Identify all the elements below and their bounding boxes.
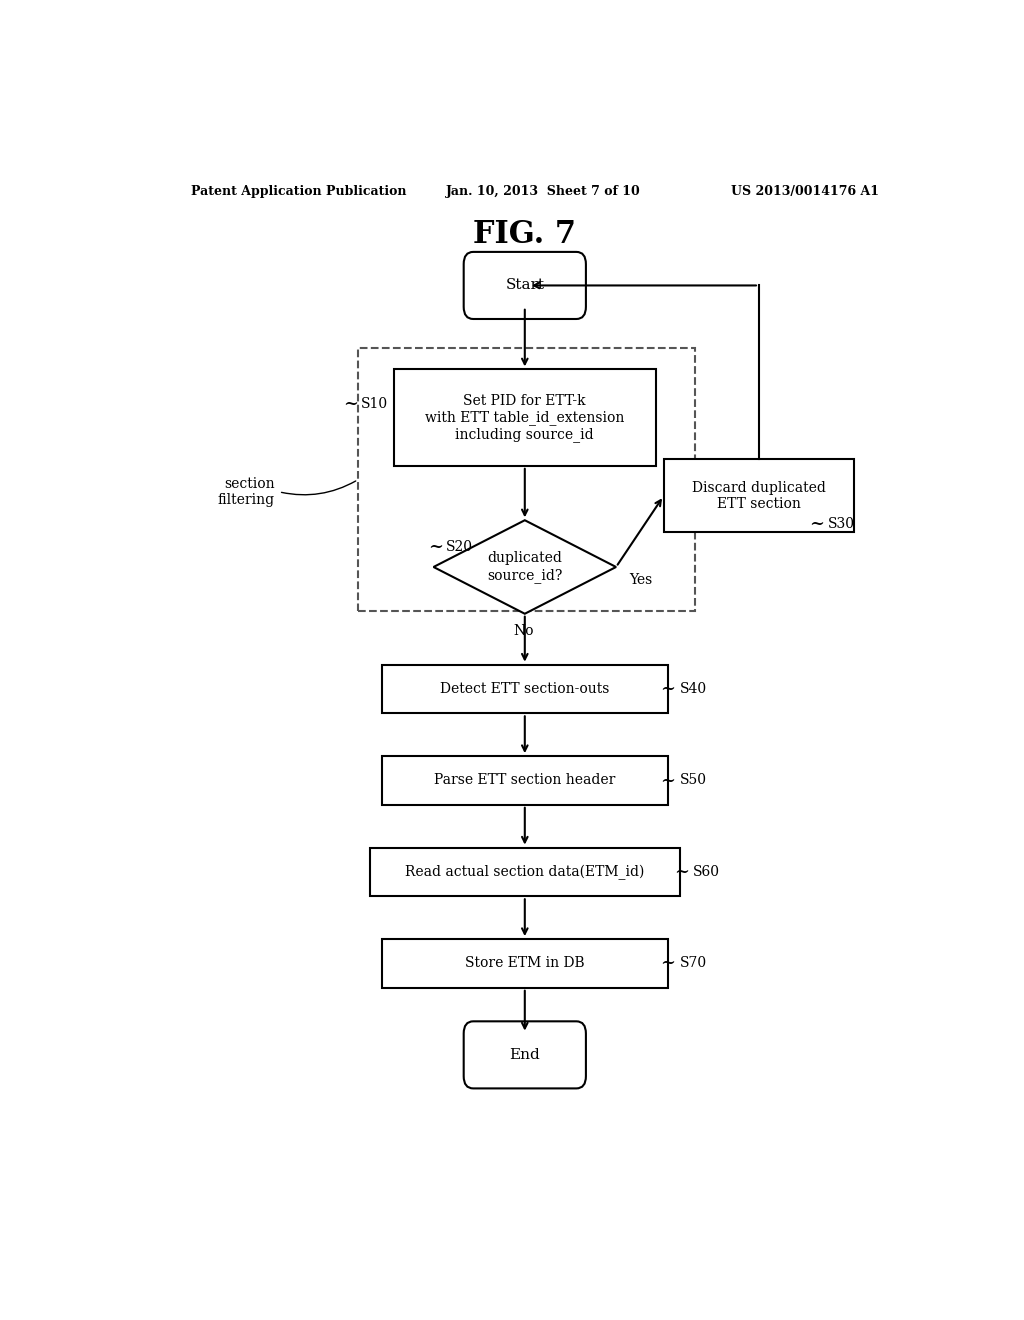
Text: End: End [509,1048,541,1061]
Text: Store ETM in DB: Store ETM in DB [465,957,585,970]
Bar [382,664,668,713]
Text: Set PID for ETT-k
with ETT table_id_extension
including source_id: Set PID for ETT-k with ETT table_id_exte… [425,393,625,442]
Text: Parse ETT section header: Parse ETT section header [434,774,615,788]
Bar [394,370,655,466]
FancyBboxPatch shape [464,252,586,319]
Text: S20: S20 [446,540,473,553]
Text: Patent Application Publication: Patent Application Publication [191,185,407,198]
Text: duplicated
source_id?: duplicated source_id? [487,552,562,582]
Text: FIG. 7: FIG. 7 [473,219,577,249]
Text: S10: S10 [361,397,388,412]
Text: Jan. 10, 2013  Sheet 7 of 10: Jan. 10, 2013 Sheet 7 of 10 [445,185,640,198]
FancyBboxPatch shape [464,1022,586,1089]
Text: Start: Start [505,279,545,293]
Bar [382,756,668,805]
Text: US 2013/0014176 A1: US 2013/0014176 A1 [731,185,880,198]
Text: ~: ~ [660,954,676,973]
Text: ~: ~ [660,771,676,789]
Bar [358,348,695,611]
Text: ~: ~ [809,515,824,533]
Text: No: No [513,624,534,638]
Text: section
filtering: section filtering [218,477,274,507]
Text: Read actual section data(ETM_id): Read actual section data(ETM_id) [406,865,644,879]
Text: S50: S50 [680,774,707,788]
Bar [370,847,680,896]
Text: ~: ~ [660,680,676,698]
Text: S30: S30 [828,517,855,532]
Text: Discard duplicated
ETT section: Discard duplicated ETT section [692,480,825,511]
Text: ~: ~ [674,863,689,880]
Text: Detect ETT section-outs: Detect ETT section-outs [440,682,609,696]
Text: S60: S60 [693,865,720,879]
Text: ~: ~ [428,537,443,556]
Bar [664,459,854,532]
Polygon shape [433,520,616,614]
Text: S70: S70 [680,957,707,970]
Text: S40: S40 [680,682,707,696]
Text: ~: ~ [343,396,358,413]
Text: Yes: Yes [630,573,653,587]
Bar [382,939,668,987]
